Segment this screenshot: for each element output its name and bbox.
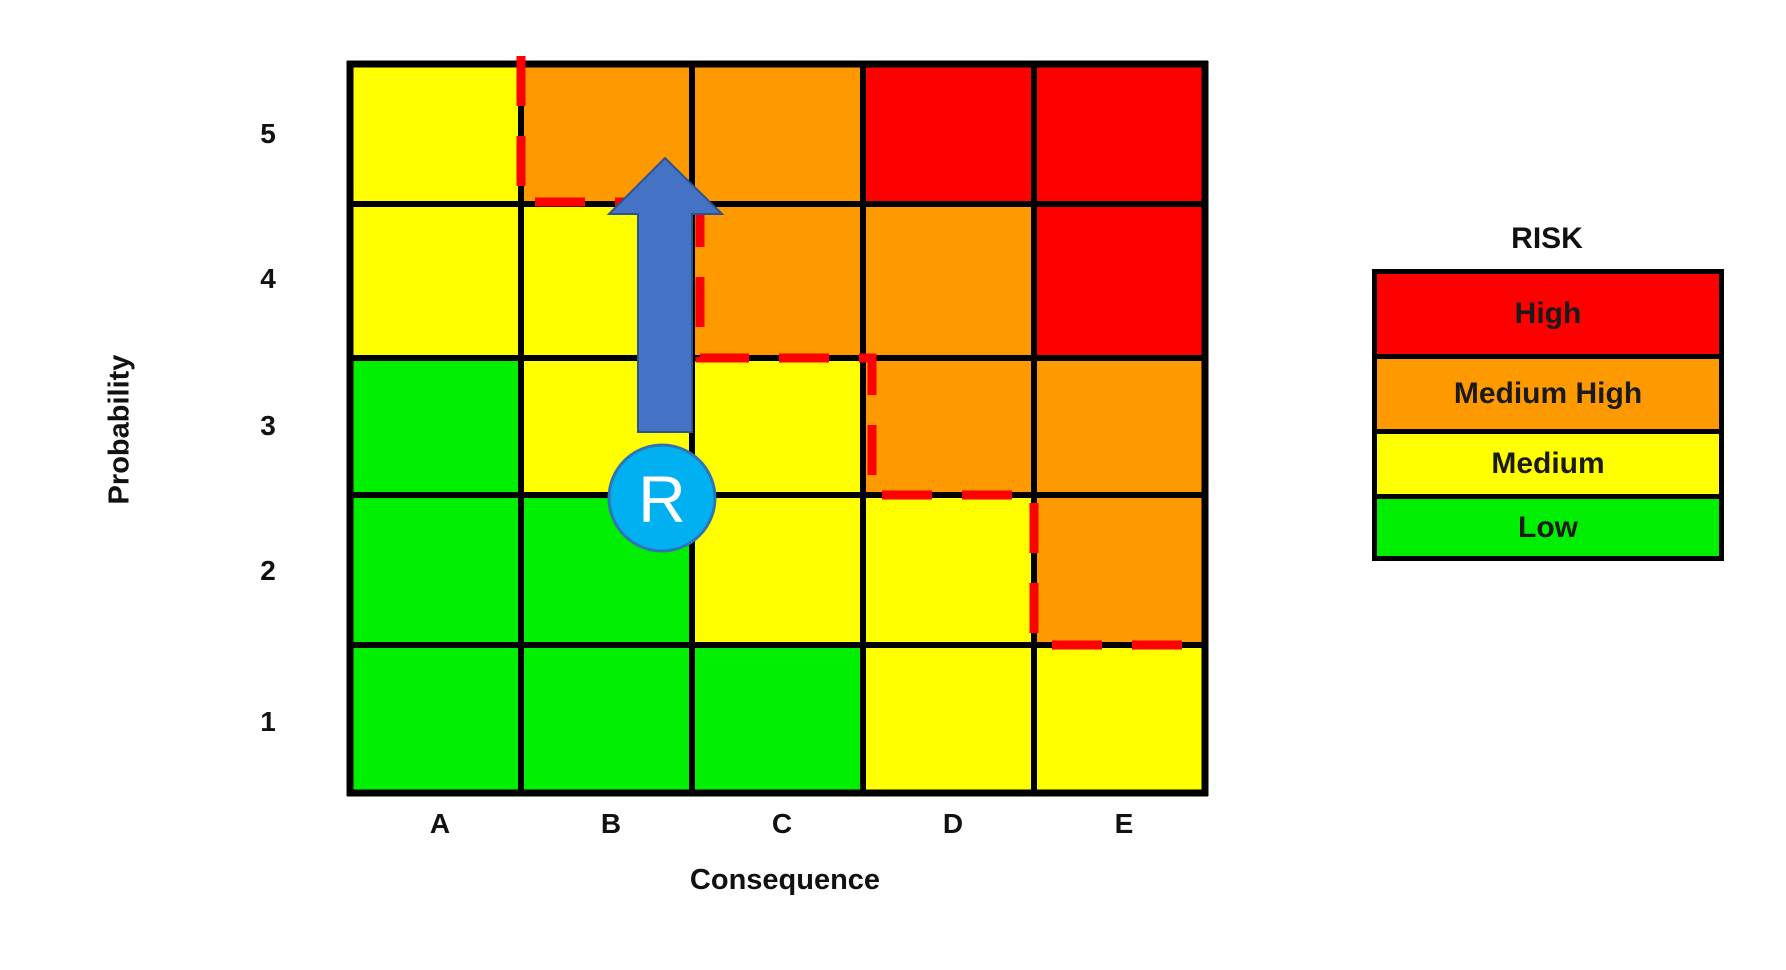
cell-a1 — [350, 645, 521, 793]
cell-c3 — [692, 358, 863, 495]
cell-e2 — [1034, 495, 1205, 645]
x-axis-label: Consequence — [689, 864, 881, 896]
legend-item-low: Low — [1377, 499, 1719, 556]
cell-c4 — [692, 204, 863, 358]
cell-a3 — [350, 358, 521, 495]
y-axis-label: Probability — [103, 354, 136, 505]
y-tick-1: 1 — [260, 706, 276, 737]
cell-c1 — [692, 645, 863, 793]
y-tick-2: 2 — [260, 555, 276, 586]
legend-item-medium: Medium — [1377, 434, 1719, 494]
cell-d2 — [863, 495, 1034, 645]
cell-e1 — [1034, 645, 1205, 793]
marker-label: R — [638, 462, 686, 536]
y-tick-5: 5 — [260, 118, 276, 149]
cell-a5 — [350, 64, 521, 204]
cell-d3 — [863, 358, 1034, 495]
risk-marker-r: R — [607, 443, 717, 553]
cell-d1 — [863, 645, 1034, 793]
risk-boundary-dashed-line — [516, 56, 1200, 650]
x-tick-c: C — [771, 808, 793, 839]
legend-item-medium-high: Medium High — [1377, 359, 1719, 429]
y-tick-4: 4 — [260, 263, 276, 294]
x-tick-e: E — [1114, 808, 1134, 839]
cell-b1 — [521, 645, 692, 793]
cell-c5 — [692, 64, 863, 204]
legend-title: RISK — [1511, 222, 1583, 255]
grid-cells — [350, 64, 1205, 793]
up-arrow-icon — [606, 156, 725, 433]
legend-item-high: High — [1377, 274, 1719, 354]
x-tick-b: B — [600, 808, 622, 839]
cell-a4 — [350, 204, 521, 358]
cell-c2 — [692, 495, 863, 645]
cell-e4 — [1034, 204, 1205, 358]
y-tick-3: 3 — [260, 410, 276, 441]
cell-a2 — [350, 495, 521, 645]
cell-e3 — [1034, 358, 1205, 495]
cell-d5 — [863, 64, 1034, 204]
x-tick-a: A — [429, 808, 451, 839]
cell-e5 — [1034, 64, 1205, 204]
legend: High Medium High Medium Low — [1372, 269, 1724, 561]
cell-d4 — [863, 204, 1034, 358]
x-tick-d: D — [942, 808, 964, 839]
